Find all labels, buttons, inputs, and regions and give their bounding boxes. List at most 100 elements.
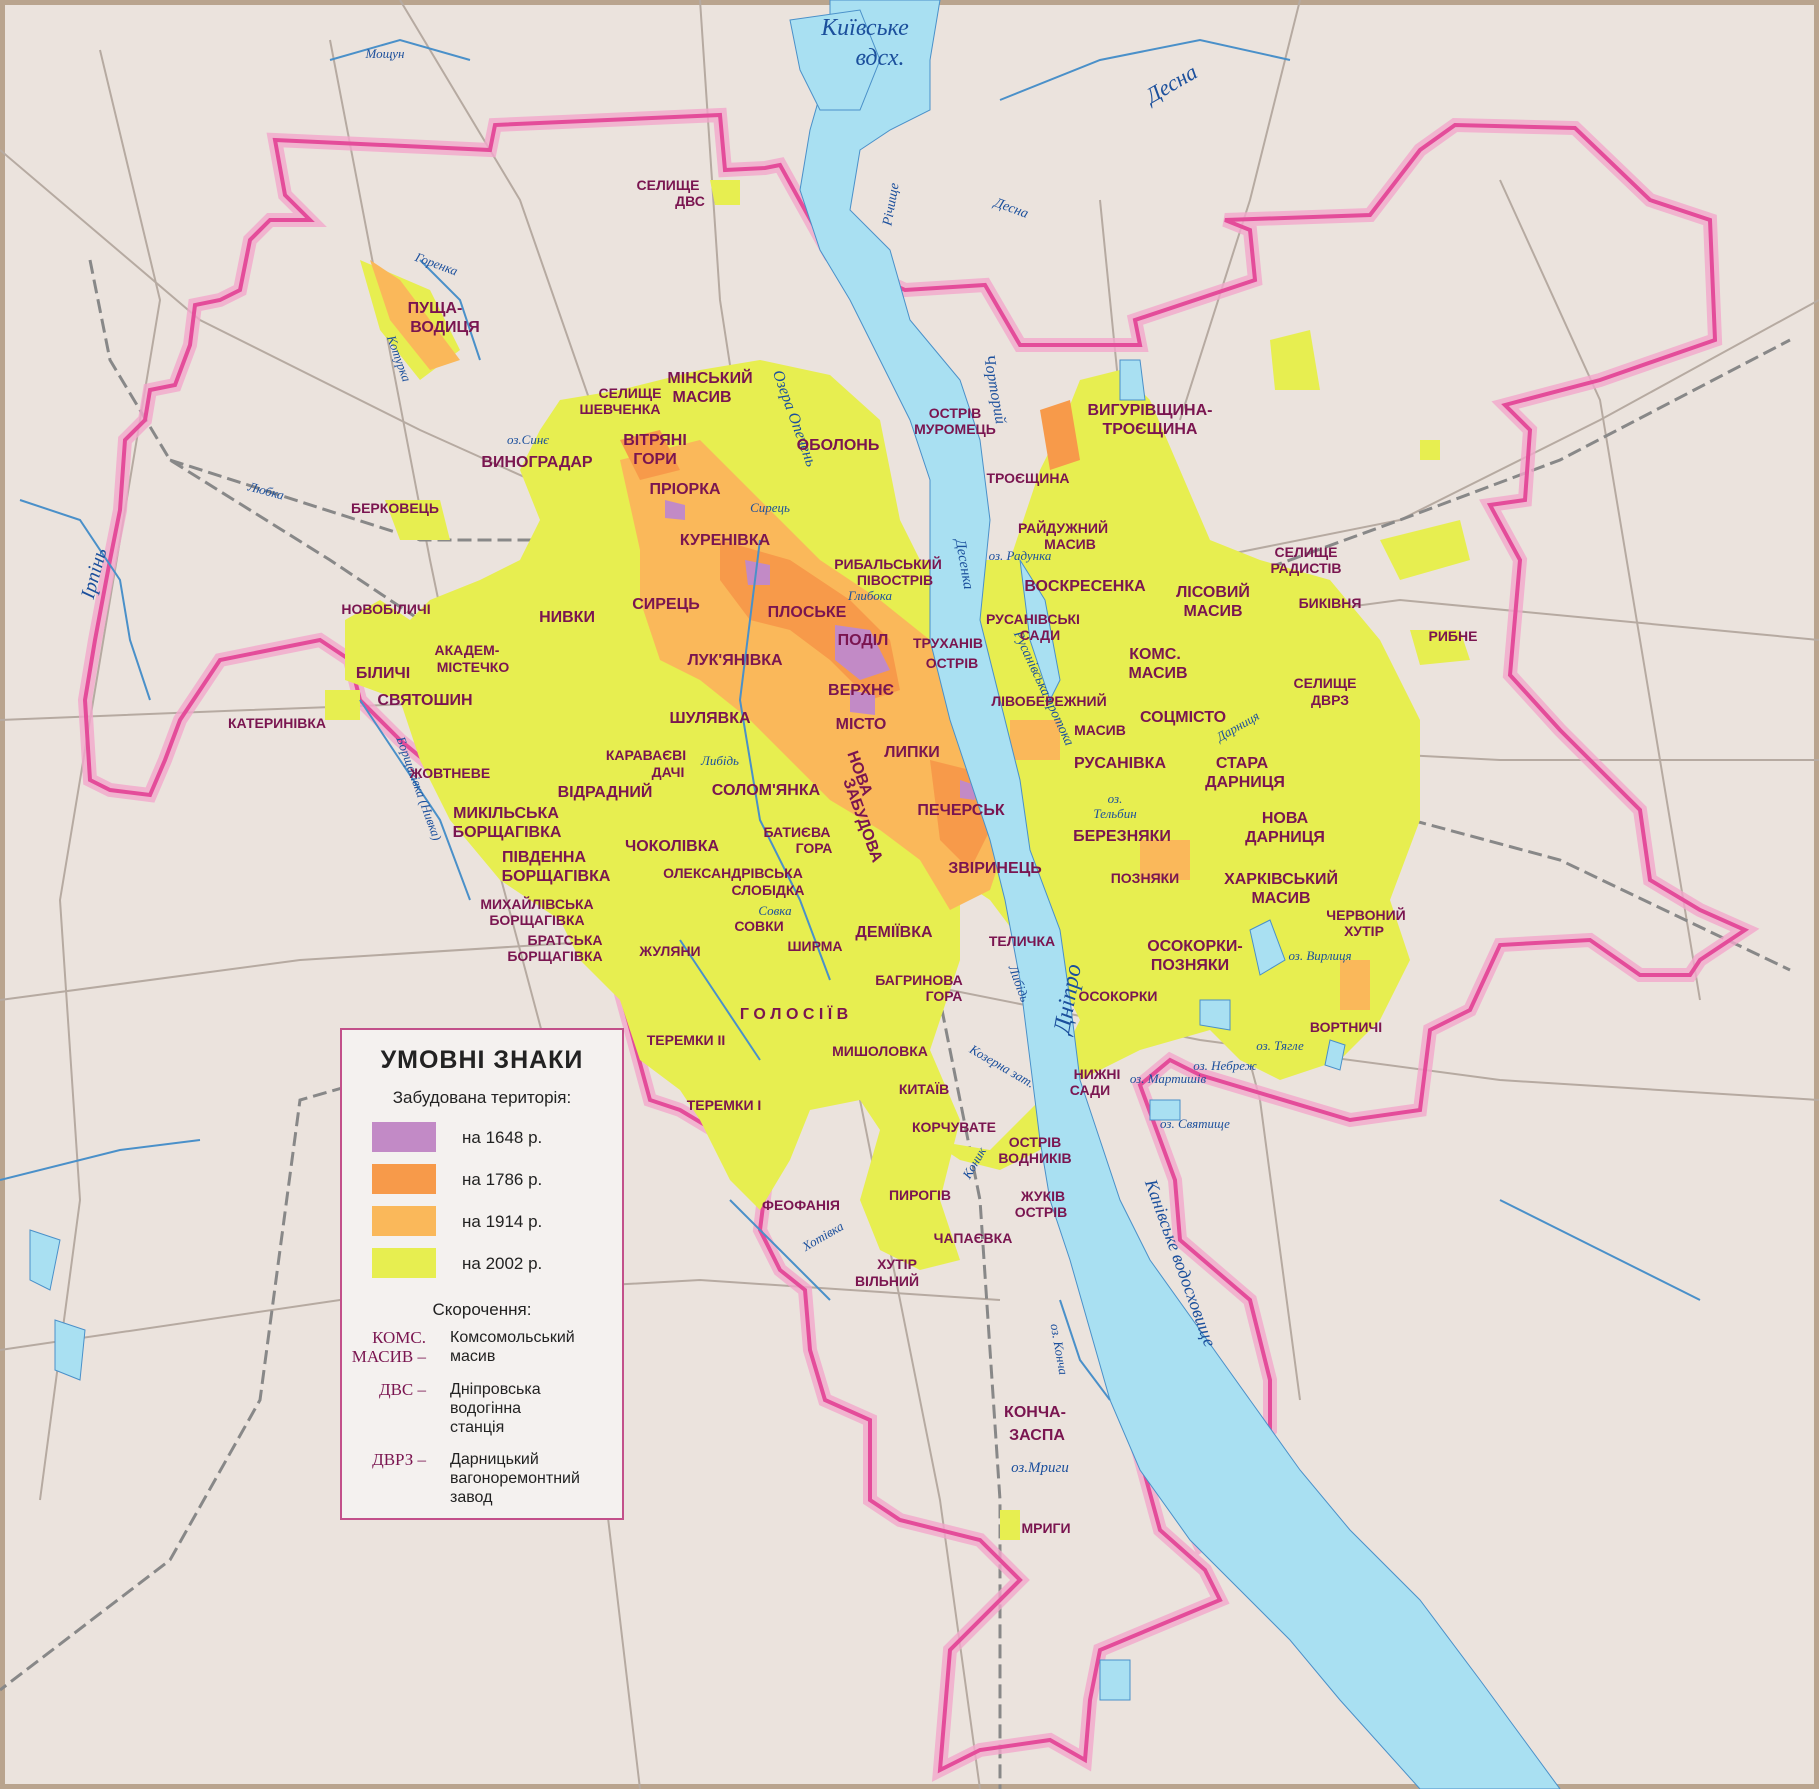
abbr-dvrz-val-1: Дарницький bbox=[450, 1451, 539, 1468]
water-label-oz-sviatyshche: оз. Святище bbox=[1160, 1116, 1230, 1131]
legend-swatch-1786 bbox=[372, 1164, 436, 1194]
district-rybalskyi: РИБАЛЬСЬКИЙ bbox=[834, 555, 942, 572]
district-myhy: МРИГИ bbox=[1021, 1520, 1070, 1536]
district-mykilska-2: БОРЩАГІВКА bbox=[453, 824, 562, 841]
legend-item-1786: на 1786 р. bbox=[372, 1164, 612, 1196]
district-osokorky-pozniaky: ОСОКОРКИ- bbox=[1147, 938, 1243, 955]
district-rusanivski: РУСАНІВСЬКІ bbox=[986, 611, 1080, 627]
district-novobilychi: НОВОБІЛИЧІ bbox=[341, 601, 430, 617]
water-label-lybid-1: Либідь bbox=[700, 753, 739, 768]
water-label-kyiv-reservoir-2: вдсх. bbox=[855, 45, 904, 71]
abbr-koms-val-1: Комсомольський bbox=[450, 1329, 575, 1346]
district-korchuvate: КОРЧУВАТЕ bbox=[912, 1119, 996, 1135]
legend-label-1914: на 1914 р. bbox=[462, 1212, 543, 1231]
district-berezniaky: БЕРЕЗНЯКИ bbox=[1073, 828, 1171, 845]
built-1914 bbox=[370, 260, 1370, 1010]
district-bratska-2: БОРЩАГІВКА bbox=[507, 948, 602, 964]
district-troieshchyna: ТРОЄЩИНА bbox=[986, 470, 1069, 486]
district-labels: СЕЛИЩЕ ДВС ПУЩА- ВОДИЦЯ СЕЛИЩЕ ШЕВЧЕНКА … bbox=[228, 177, 1477, 1536]
district-berkovets: БЕРКОВЕЦЬ bbox=[351, 500, 439, 516]
district-pozniaky: ПОЗНЯКИ bbox=[1111, 870, 1180, 886]
abbr-dvs-val-2: водогінна bbox=[450, 1400, 522, 1417]
district-nyzhni-2: САДИ bbox=[1070, 1082, 1110, 1098]
district-kharkivskyi: ХАРКІВСЬКИЙ bbox=[1224, 869, 1338, 888]
district-raiduzhnyi-2: МАСИВ bbox=[1044, 536, 1096, 552]
water-label-oz-tiahle: оз. Тягле bbox=[1256, 1038, 1304, 1053]
district-nova-darnytsia-2: ДАРНИЦЯ bbox=[1245, 829, 1325, 846]
district-pechersk: ПЕЧЕРСЬК bbox=[917, 802, 1004, 819]
district-selyshche-shevchenka: СЕЛИЩЕ bbox=[599, 385, 662, 401]
district-pyrohiv: ПИРОГІВ bbox=[889, 1187, 951, 1203]
water-label-oz-telbyn-1: оз. bbox=[1108, 791, 1123, 806]
district-telychka: ТЕЛИЧКА bbox=[989, 933, 1055, 949]
district-ostriv-muromets-2: МУРОМЕЦЬ bbox=[914, 421, 996, 437]
district-lukianivka: ЛУК'ЯНІВКА bbox=[687, 652, 783, 669]
district-pushcha-2: ВОДИЦЯ bbox=[410, 319, 479, 336]
district-rusanivski-2: САДИ bbox=[1020, 627, 1060, 643]
district-rusanivka: РУСАНІВКА bbox=[1074, 755, 1166, 772]
district-demiivka: ДЕМІЇВКА bbox=[855, 923, 933, 941]
district-ploske: ПЛОСЬКЕ bbox=[768, 604, 847, 621]
legend-label-2002: на 2002 р. bbox=[462, 1254, 543, 1273]
district-syrets: СИРЕЦЬ bbox=[632, 596, 700, 613]
water-label-oz-syne: оз.Синє bbox=[507, 432, 549, 447]
legend-swatch-1648 bbox=[372, 1122, 436, 1152]
water-label-oz-radunka: оз. Радунка bbox=[989, 548, 1052, 563]
district-stara-2: ДАРНИЦЯ bbox=[1205, 774, 1285, 791]
district-voskresenka: ВОСКРЕСЕНКА bbox=[1024, 578, 1146, 595]
district-obolon: ОБОЛОНЬ bbox=[797, 437, 880, 454]
district-myshelovka: МИШОЛОВКА bbox=[832, 1043, 928, 1059]
district-pivdenna: ПІВДЕННА bbox=[502, 849, 586, 866]
district-akadem: АКАДЕМ- bbox=[435, 642, 500, 658]
district-verkhnie: ВЕРХНЄ bbox=[828, 682, 894, 699]
rivers bbox=[0, 38, 1701, 1401]
water-label-oz-nebrezh: оз. Небреж bbox=[1193, 1058, 1256, 1073]
district-shyrma: ШИРМА bbox=[787, 938, 842, 954]
abbr-dvs-val-3: станція bbox=[450, 1419, 505, 1436]
abbr-koms-val-2: масив bbox=[450, 1348, 496, 1365]
district-mykilska: МИКІЛЬСЬКА bbox=[453, 805, 559, 822]
abbr-dvrz-val-2: вагоноремонтний bbox=[450, 1470, 580, 1487]
water-label-oz-martyshiv: оз. Мартишів bbox=[1130, 1071, 1207, 1086]
abbr-dvrz-key: ДВРЗ – bbox=[372, 1450, 426, 1469]
district-ostriv-muromets: ОСТРІВ bbox=[929, 405, 982, 421]
district-selyshche-dvs: СЕЛИЩЕ bbox=[637, 177, 700, 193]
district-ostriv-vodnykiv: ОСТРІВ bbox=[1009, 1134, 1062, 1150]
district-khutir: ХУТІР bbox=[877, 1256, 917, 1272]
district-sviatoshyn: СВЯТОШИН bbox=[377, 692, 472, 709]
district-chapaievka: ЧАПАЄВКА bbox=[934, 1230, 1013, 1246]
legend-label-1648: на 1648 р. bbox=[462, 1128, 543, 1147]
legend-label-1786: на 1786 р. bbox=[462, 1170, 543, 1189]
district-osokorky-pozniaky-2: ПОЗНЯКИ bbox=[1151, 957, 1229, 974]
water-label-syrets: Сирець bbox=[750, 500, 790, 515]
district-akadem-2: МІСТЕЧКО bbox=[437, 659, 510, 675]
district-lisovyi-2: МАСИВ bbox=[1183, 603, 1242, 620]
district-koms-2: МАСИВ bbox=[1128, 665, 1187, 682]
district-khutir-2: ВІЛЬНИЙ bbox=[855, 1272, 919, 1289]
district-sovky: СОВКИ bbox=[734, 918, 783, 934]
district-teremky1: ТЕРЕМКИ I bbox=[687, 1097, 762, 1113]
district-sotsmisto: СОЦМІСТО bbox=[1140, 709, 1226, 726]
water-label-moshchun: Мощун bbox=[364, 46, 404, 61]
district-livoberezhnyi: ЛІВОБЕРЕЖНИЙ bbox=[991, 692, 1106, 709]
district-raiduzhnyi: РАЙДУЖНИЙ bbox=[1018, 519, 1108, 536]
district-lisovyi: ЛІСОВИЙ bbox=[1176, 582, 1250, 601]
district-oleksandrivska: ОЛЕКСАНДРІВСЬКА bbox=[663, 865, 803, 881]
district-vitriani: ВІТРЯНІ bbox=[623, 432, 687, 449]
district-selyshche-dvs-2: ДВС bbox=[675, 193, 705, 209]
district-rybalskyi-2: ПІВОСТРІВ bbox=[857, 572, 933, 588]
district-minskyi: МІНСЬКИЙ bbox=[667, 368, 752, 387]
district-chervonyi: ЧЕРВОНИЙ bbox=[1326, 906, 1405, 923]
district-bahrynova: БАГРИНОВА bbox=[875, 972, 963, 988]
district-pushcha: ПУЩА- bbox=[408, 300, 463, 317]
legend: УМОВНІ ЗНАКИ Забудована територія: на 16… bbox=[340, 1028, 624, 1520]
district-vitriani-2: ГОРИ bbox=[633, 451, 676, 468]
abbr-dvs-val-1: Дніпровська bbox=[450, 1381, 541, 1398]
district-solomianka: СОЛОМ'ЯНКА bbox=[712, 782, 821, 799]
district-lypky: ЛИПКИ bbox=[884, 744, 940, 761]
district-nyvky: НИВКИ bbox=[539, 609, 595, 626]
district-kytaiv: КИТАЇВ bbox=[899, 1081, 949, 1097]
district-verkhnie-2: МІСТО bbox=[836, 716, 887, 733]
legend-abbr-title: Скорочення: bbox=[432, 1300, 532, 1319]
